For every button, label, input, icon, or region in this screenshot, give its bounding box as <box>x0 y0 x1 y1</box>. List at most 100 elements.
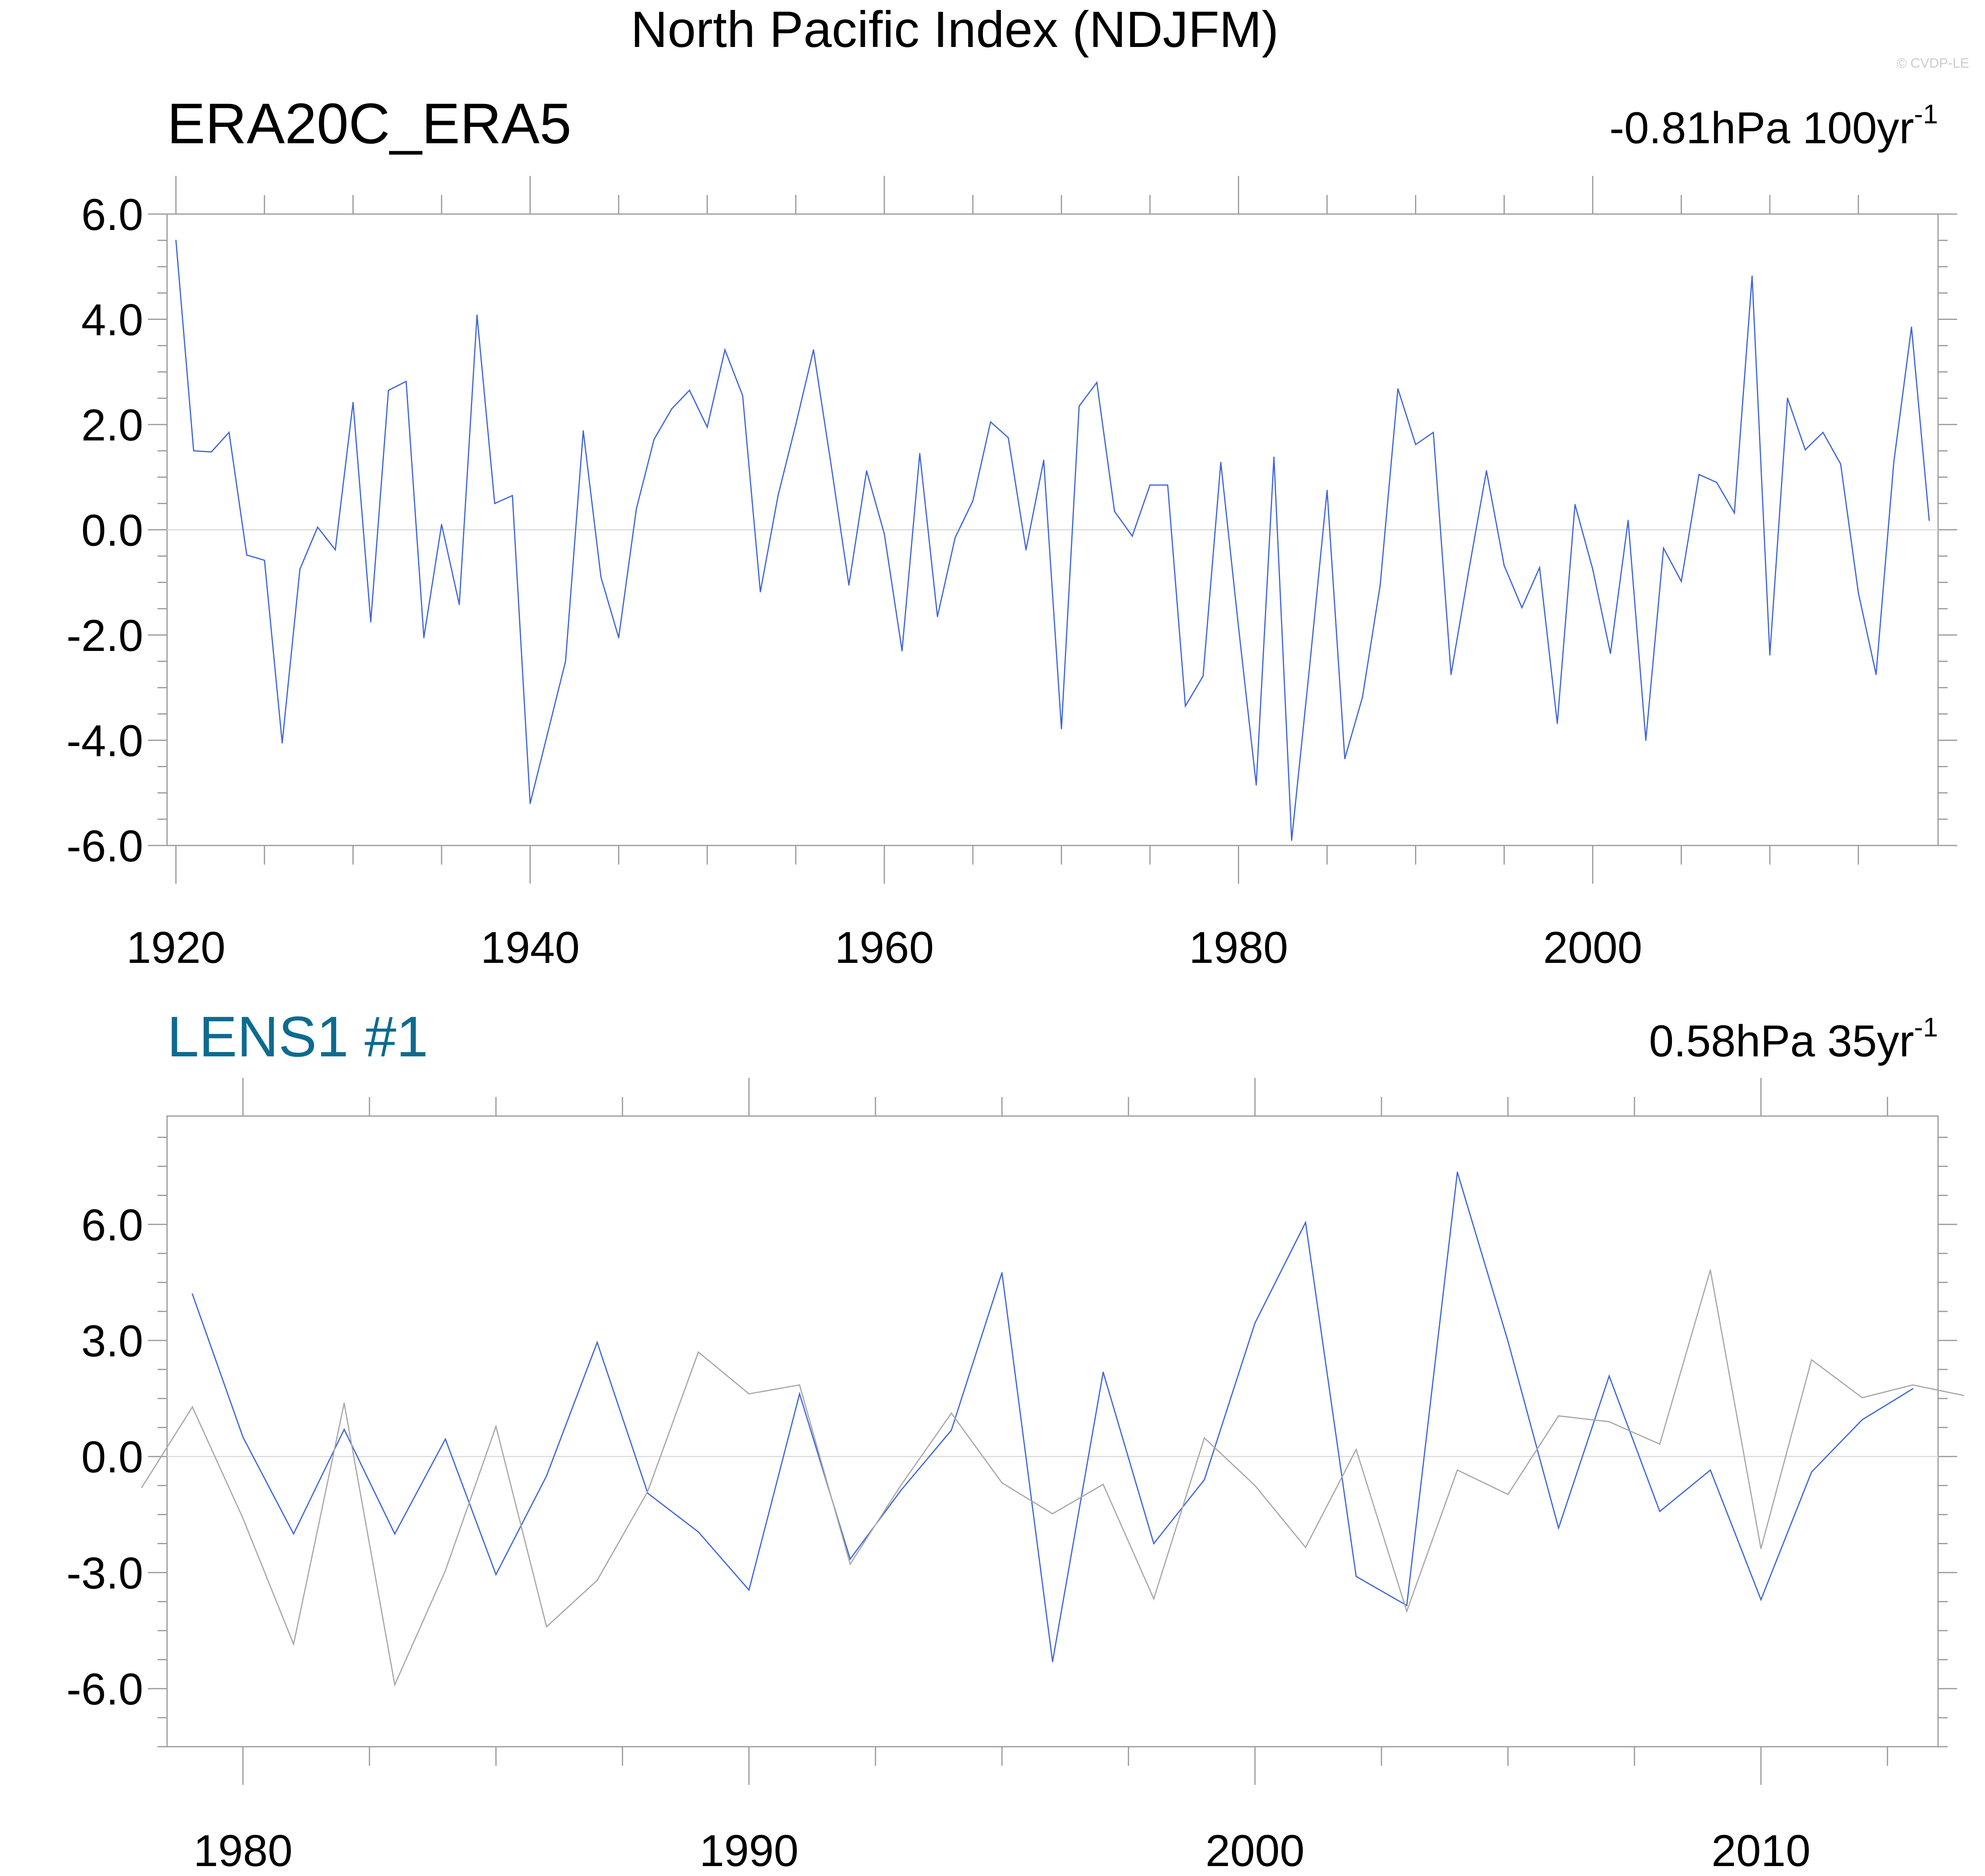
data-point <box>1001 1482 1003 1484</box>
data-point <box>192 1293 193 1295</box>
y-tick-label: 0.0 <box>81 1432 143 1482</box>
data-point <box>1486 470 1487 471</box>
data-point <box>1769 654 1771 656</box>
data-point <box>831 465 832 466</box>
data-point <box>405 381 407 382</box>
data-point <box>759 591 761 593</box>
x-tick-label: 2000 <box>1543 923 1642 972</box>
data-point <box>210 451 212 453</box>
data-point <box>596 1580 598 1581</box>
data-point <box>1415 444 1417 445</box>
data-point <box>246 554 247 556</box>
data-point <box>1507 1340 1509 1342</box>
data-point <box>1052 1513 1053 1515</box>
data-point <box>972 500 974 502</box>
data-point <box>388 390 389 391</box>
data-point <box>1204 1479 1205 1481</box>
data-point <box>1450 674 1452 675</box>
data-point <box>1102 1484 1104 1485</box>
data-point <box>228 432 230 433</box>
data-point <box>1238 626 1239 628</box>
y-tick-label: 4.0 <box>81 295 143 345</box>
y-tick-label: -2.0 <box>66 611 143 660</box>
data-point <box>494 503 496 504</box>
data-point <box>1822 432 1824 433</box>
trend-exponent: -1 <box>1914 99 1938 129</box>
data-point <box>1153 1598 1154 1600</box>
data-point <box>1457 1469 1458 1471</box>
y-tick-label: -4.0 <box>66 716 143 766</box>
data-point <box>1760 1599 1762 1600</box>
data-point <box>1840 463 1841 465</box>
data-point <box>582 430 584 432</box>
data-point <box>1355 1576 1357 1577</box>
data-point <box>1912 1384 1913 1386</box>
data-point <box>900 1485 901 1486</box>
data-point <box>1254 1485 1256 1486</box>
plot-frame <box>166 1115 1939 1747</box>
chart-panels: 6.0 4.0 2.0 0.0 -2.0 -4.0 -6.0 1920 1940 1960 1980… <box>66 92 1964 1876</box>
data-point <box>1911 326 1912 328</box>
data-point <box>1204 1437 1205 1439</box>
data-point <box>565 660 566 662</box>
data-point <box>1167 484 1168 486</box>
data-point <box>1457 1171 1458 1173</box>
data-point <box>1102 1371 1104 1373</box>
data-point <box>1574 504 1576 505</box>
data-point <box>1521 607 1523 608</box>
series-line-primary <box>175 240 1930 840</box>
data-point <box>1131 535 1133 537</box>
data-point <box>1149 484 1151 486</box>
data-point <box>370 621 372 623</box>
x-tick-label: 1980 <box>193 1826 292 1876</box>
data-point <box>951 1430 952 1431</box>
data-point <box>1503 565 1505 566</box>
data-point <box>495 1426 497 1427</box>
data-point <box>618 637 619 639</box>
data-point <box>1680 581 1682 582</box>
data-point <box>1153 1543 1154 1544</box>
data-point <box>900 1490 901 1491</box>
data-point <box>1558 1415 1559 1417</box>
data-point <box>848 584 850 586</box>
data-point <box>866 470 868 471</box>
data-point <box>954 537 956 538</box>
data-point <box>1663 547 1664 549</box>
data-point <box>546 1475 547 1477</box>
data-point <box>343 1429 345 1430</box>
data-point <box>1078 405 1080 407</box>
data-point <box>192 1406 193 1408</box>
data-point <box>1659 1511 1660 1512</box>
data-point <box>813 349 814 351</box>
watermark: © CVDP-LE <box>1897 56 1969 71</box>
data-point <box>1875 674 1877 675</box>
data-point <box>242 1518 244 1519</box>
data-point <box>1710 1469 1711 1471</box>
data-point <box>1811 1471 1812 1473</box>
panel-top: 6.0 4.0 2.0 0.0 -2.0 -4.0 -6.0 1920 1940 1960 1980… <box>66 92 1957 972</box>
data-point <box>423 637 425 639</box>
data-point <box>1061 728 1062 729</box>
y-tick-label: 6.0 <box>81 1200 143 1250</box>
y-tick-label: -3.0 <box>66 1548 143 1598</box>
data-point <box>1716 481 1717 483</box>
y-tick-label: -6.0 <box>66 1664 143 1714</box>
data-point <box>1858 592 1859 594</box>
data-point <box>1406 1611 1407 1612</box>
data-point <box>671 408 673 409</box>
data-point <box>636 508 637 510</box>
data-point <box>1608 1421 1610 1422</box>
data-point <box>951 1412 952 1414</box>
data-point <box>1406 1605 1407 1606</box>
data-point <box>937 616 938 618</box>
y-tick-label: 0.0 <box>81 506 143 555</box>
data-point <box>459 604 460 605</box>
data-point <box>748 1589 750 1591</box>
data-point <box>1043 460 1045 461</box>
data-point <box>1114 510 1115 512</box>
x-tick-label: 1960 <box>835 923 934 972</box>
data-point <box>343 1403 345 1404</box>
data-point <box>1929 520 1930 521</box>
